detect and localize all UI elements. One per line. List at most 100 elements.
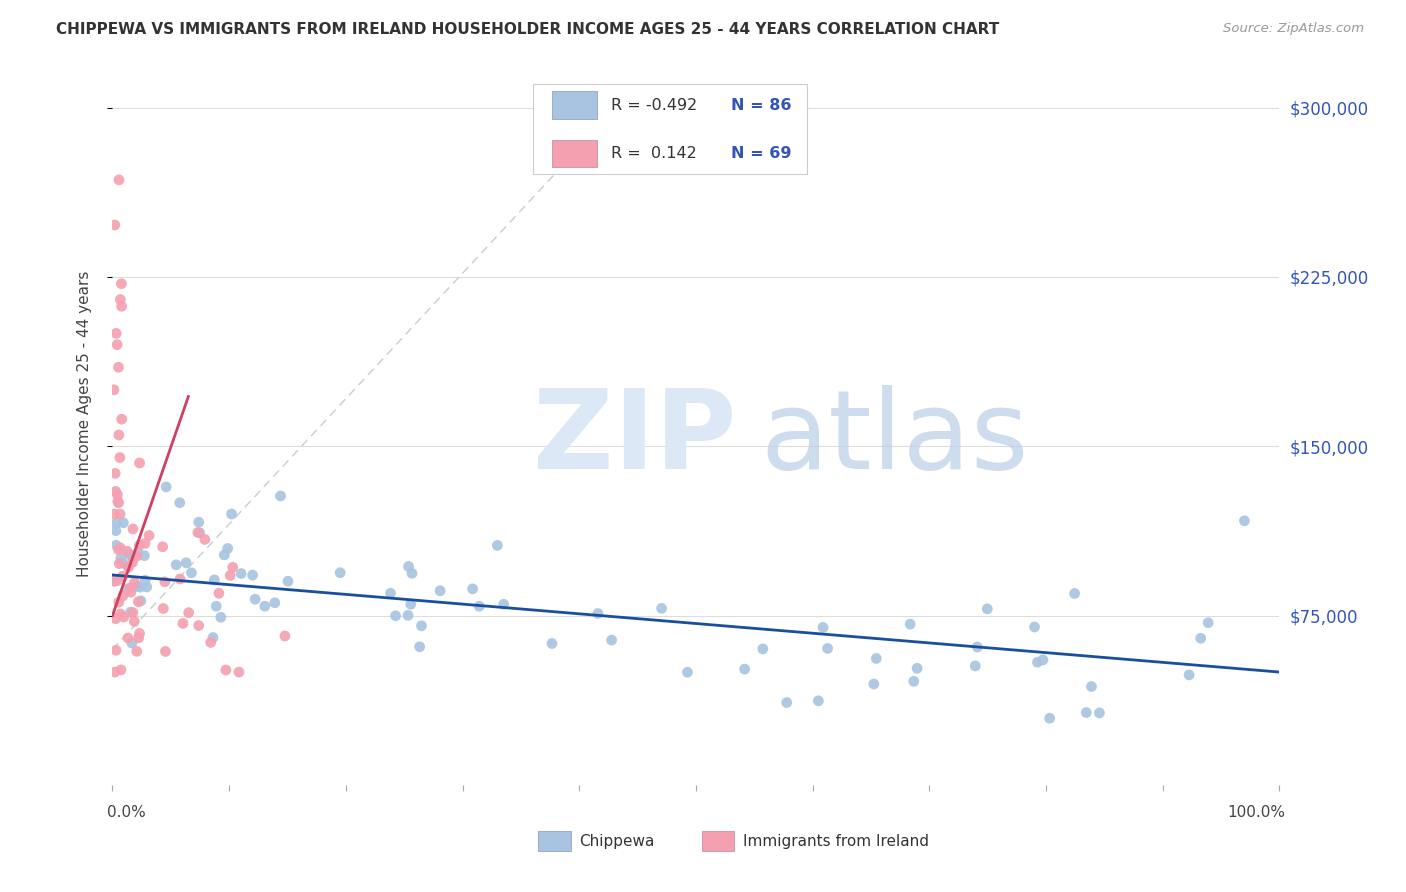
Point [905, 661, 928, 675]
Point [111, 412, 134, 426]
Point [135, 580, 157, 594]
Point [399, 597, 422, 611]
Point [976, 602, 998, 616]
Text: atlas: atlas [761, 384, 1029, 491]
Point [270, 489, 292, 503]
Point [263, 596, 285, 610]
Point [107, 542, 129, 557]
Point [277, 574, 299, 589]
Point [105, 516, 128, 531]
Point [120, 585, 142, 599]
Point [1024, 620, 1046, 634]
Point [187, 525, 209, 540]
Point [380, 586, 402, 600]
Point [120, 605, 142, 619]
Point [1039, 711, 1062, 725]
Point [903, 674, 925, 689]
Point [651, 601, 673, 615]
Point [169, 496, 191, 510]
Point [396, 608, 419, 623]
Point [107, 360, 129, 375]
Point [103, 574, 125, 589]
Point [104, 484, 127, 499]
Point [124, 575, 146, 590]
Point [128, 626, 150, 640]
Point [104, 612, 127, 626]
Point [129, 580, 152, 594]
Point [541, 636, 564, 650]
FancyBboxPatch shape [538, 831, 571, 852]
Point [411, 619, 433, 633]
Point [134, 536, 156, 550]
Point [152, 601, 174, 615]
Point [105, 337, 128, 351]
Point [1178, 668, 1201, 682]
Point [153, 574, 176, 589]
Point [128, 456, 150, 470]
Point [105, 538, 128, 552]
Text: N = 86: N = 86 [731, 98, 792, 112]
Point [112, 610, 135, 624]
Point [134, 574, 156, 588]
Point [208, 586, 231, 600]
Point [329, 566, 352, 580]
Point [117, 560, 139, 574]
Point [105, 326, 128, 341]
Point [486, 538, 509, 552]
Text: N = 69: N = 69 [731, 146, 792, 161]
Point [401, 566, 423, 581]
Point [108, 450, 131, 465]
Point [253, 599, 276, 614]
Point [752, 641, 775, 656]
Point [152, 540, 174, 554]
Point [243, 592, 266, 607]
Point [110, 299, 132, 313]
Point [129, 594, 152, 608]
Point [1026, 655, 1049, 669]
Point [429, 583, 451, 598]
Point [863, 677, 886, 691]
Point [172, 616, 194, 631]
Point [600, 633, 623, 648]
Point [115, 544, 138, 558]
Point [124, 615, 146, 629]
Text: Source: ZipAtlas.com: Source: ZipAtlas.com [1223, 22, 1364, 36]
FancyBboxPatch shape [553, 92, 596, 119]
Point [108, 428, 131, 442]
Point [121, 555, 143, 569]
Point [222, 560, 245, 574]
Point [138, 528, 160, 542]
Text: R =  0.142: R = 0.142 [610, 146, 696, 161]
FancyBboxPatch shape [533, 84, 807, 175]
Point [111, 556, 134, 570]
Point [461, 582, 484, 596]
Point [110, 541, 132, 555]
Point [180, 566, 202, 580]
Point [108, 507, 131, 521]
Point [776, 696, 799, 710]
Text: CHIPPEWA VS IMMIGRANTS FROM IRELAND HOUSEHOLDER INCOME AGES 25 - 44 YEARS CORREL: CHIPPEWA VS IMMIGRANTS FROM IRELAND HOUS… [56, 22, 1000, 37]
Point [107, 488, 129, 502]
Text: R = -0.492: R = -0.492 [610, 98, 697, 112]
Point [112, 516, 135, 530]
Point [103, 573, 125, 587]
Point [110, 277, 132, 291]
Point [122, 522, 145, 536]
Point [155, 480, 177, 494]
Point [107, 494, 129, 508]
Point [117, 631, 139, 645]
Point [202, 573, 225, 587]
Point [174, 556, 197, 570]
FancyBboxPatch shape [702, 831, 734, 852]
Point [1076, 706, 1098, 720]
Point [221, 507, 243, 521]
Point [200, 635, 222, 649]
Point [108, 557, 131, 571]
Point [734, 662, 756, 676]
Point [215, 663, 238, 677]
Point [209, 610, 232, 624]
Point [120, 548, 142, 562]
Point [165, 558, 187, 572]
Point [1233, 514, 1256, 528]
Text: 0.0%: 0.0% [107, 805, 145, 821]
